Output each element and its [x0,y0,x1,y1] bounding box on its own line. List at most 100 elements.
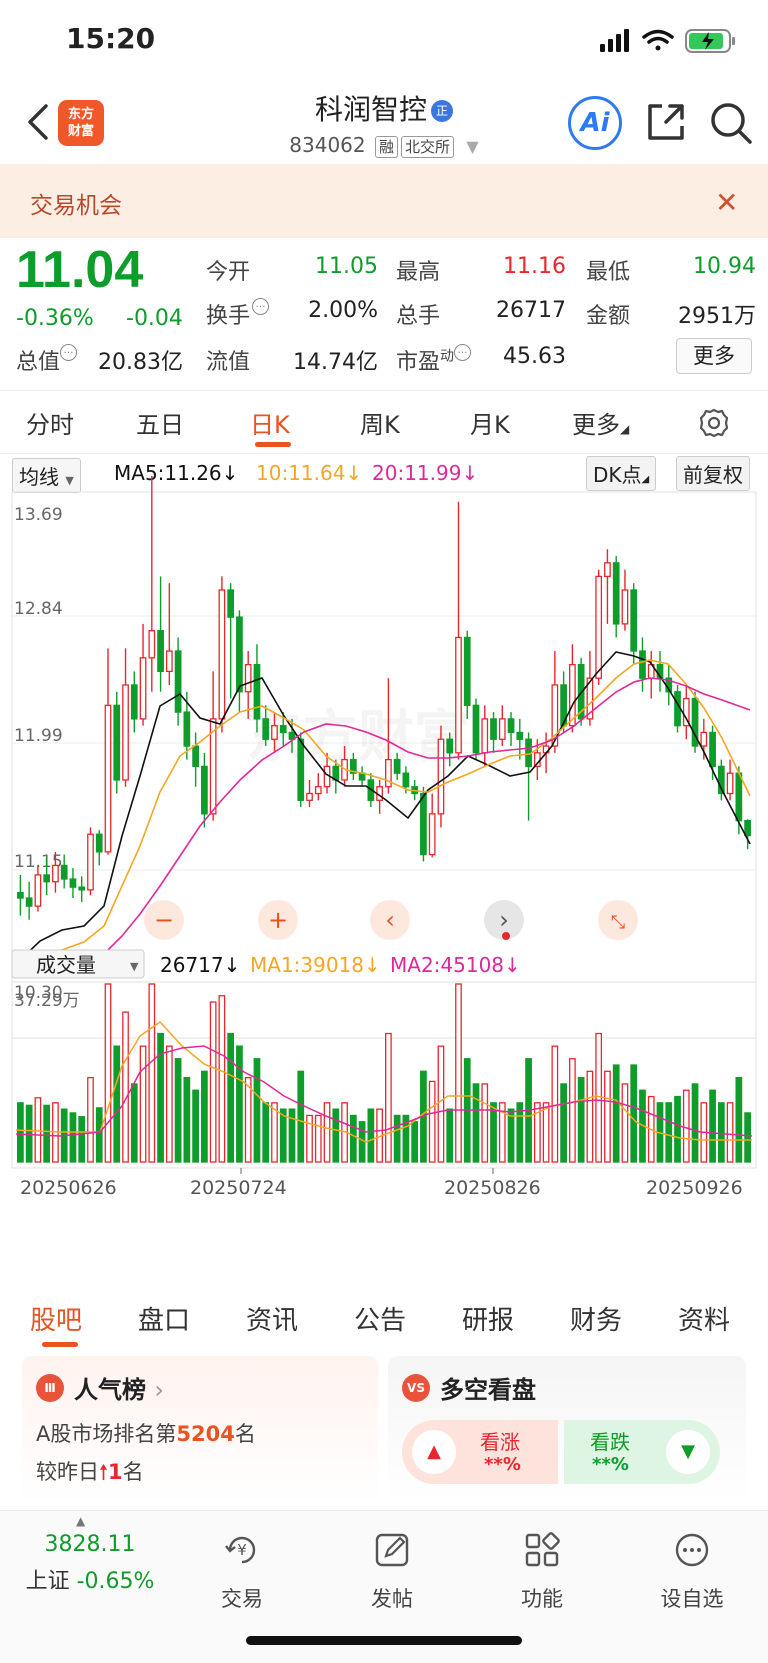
expand-caret-icon[interactable]: ▲ [76,1514,86,1528]
tab-financials[interactable]: 财务 [570,1306,623,1336]
candle [612,562,620,625]
status-time: 15:20 [66,22,156,55]
candle [393,758,401,774]
volume-bar [271,1102,278,1163]
back-icon[interactable] [22,102,58,142]
share-icon[interactable] [644,100,688,144]
tab-profile[interactable]: 资料 [678,1306,731,1336]
fullscreen-button[interactable]: ⤡ [598,900,638,940]
volume-bar [25,1104,33,1163]
candle [139,657,147,720]
scroll-right-button[interactable]: › [484,900,524,940]
volume-bar [87,1076,94,1163]
volume-bar [411,1121,419,1163]
settings-gear-icon[interactable] [698,407,730,439]
float-value-label: 流值 [206,350,251,375]
tab-research[interactable]: 研报 [462,1306,515,1336]
zoom-out-button[interactable]: − [144,900,184,940]
scroll-left-button[interactable]: ‹ [370,900,410,940]
tab-daily-k[interactable]: 日K [250,411,290,439]
tab-more[interactable]: 更多◢ [572,411,630,439]
volume-bar [122,1011,129,1163]
volume-bar [332,1108,340,1163]
candle [17,891,24,899]
volume-bar [349,1114,357,1163]
info-icon: … [60,344,78,361]
margin-tag: 融 [375,136,399,158]
search-icon[interactable] [708,100,754,146]
bullish-button[interactable]: ▲ 看涨 **% [402,1420,558,1484]
opportunity-banner[interactable] [0,164,768,238]
nav-trade[interactable]: ¥ 交易 [192,1530,292,1613]
dk-point-button[interactable]: DK点◢ [586,456,657,491]
volume-bar [34,1097,42,1163]
tab-weekly-k[interactable]: 周K [360,411,400,439]
candle [130,684,138,720]
index-ticker[interactable]: 3828.11 上证 -0.65% [20,1532,160,1595]
bearish-button[interactable]: 看跌 **% ▼ [564,1420,720,1484]
ai-button[interactable]: Ai [568,96,622,150]
y-tick-label: 11.15 [14,852,63,872]
stock-code-row[interactable]: 834062 融北交所 ▼ [0,133,768,158]
change-percent: -0.36% [16,306,94,331]
low-value: 10.94 [693,254,756,279]
volume-bar [262,1102,270,1163]
volume-bar [621,1083,629,1163]
x-tick-label: 20250926 [646,1177,743,1199]
tab-five-day[interactable]: 五日 [136,411,184,439]
nav-add-watchlist[interactable]: 设自选 [642,1530,742,1613]
volume-label: 总手 [396,304,441,329]
candle [428,813,436,856]
candle [349,758,357,774]
candle [726,772,734,795]
tab-order-book[interactable]: 盘口 [138,1306,191,1336]
volume-bar [516,1102,524,1163]
stock-code: 834062 [289,133,366,157]
candle [630,589,638,652]
volume-bar [682,1089,690,1163]
vol-ma1-line [15,1021,752,1143]
app-logo: 东方 财富 [58,100,104,146]
volume-bar [490,1102,497,1163]
tab-news[interactable]: 资讯 [246,1306,299,1336]
banner-text: 交易机会 [30,193,122,219]
popularity-card[interactable]: Ⅲ 人气榜 › A股市场排名第5204名 较昨日🠕1名 [22,1356,378,1504]
nav-post[interactable]: 发帖 [342,1530,442,1613]
wifi-icon [642,29,674,51]
candle [288,731,296,740]
volume-bar [174,1058,182,1163]
candle [490,718,497,740]
x-tick-label: 20250826 [444,1177,541,1199]
volume-bar [612,1064,620,1163]
candle [52,864,59,883]
ma20-line [15,677,751,977]
volume-bar [577,1076,585,1163]
y-tick-label: 13.69 [14,505,63,525]
triangle-up-icon: ▲ [412,1430,456,1474]
volume-bar [69,1112,77,1163]
volume-select[interactable] [11,949,145,979]
nav-functions[interactable]: 功能 [492,1530,592,1613]
volume-legend: 26717↓ [160,953,240,977]
tab-intraday[interactable]: 分时 [26,411,74,439]
y-tick-label: 10.30 [14,983,63,1003]
tab-guba[interactable]: 股吧 [30,1306,83,1336]
volume-bar [227,1032,235,1163]
tab-announcements[interactable]: 公告 [354,1306,407,1336]
close-icon[interactable]: ✕ [715,186,739,219]
volume-bar [183,1076,191,1163]
status-icons [600,29,735,53]
zoom-in-button[interactable]: + [258,900,298,940]
candle [253,663,261,720]
volume-bar [691,1083,699,1163]
more-button[interactable]: 更多 [676,338,752,374]
volume-bar [428,1080,436,1163]
adjust-button[interactable]: 前复权 [676,456,750,491]
candle [744,820,751,837]
index-name: 上证 [25,1569,70,1594]
indicator-select[interactable]: 均线 ▼ [12,458,81,493]
stock-name[interactable]: 科润智控正 [0,88,768,128]
tab-monthly-k[interactable]: 月K [470,411,510,439]
open-value: 11.05 [315,254,378,279]
